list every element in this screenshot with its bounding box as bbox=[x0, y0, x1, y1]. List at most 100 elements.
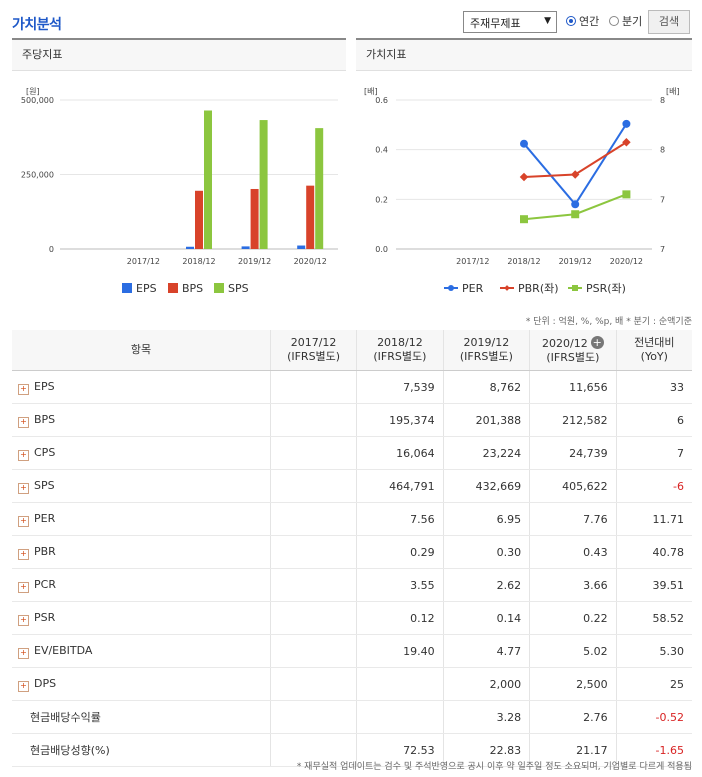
value-cell: 4.77 bbox=[442, 634, 530, 668]
table-row: + PBR 0.29 0.30 0.43 40.78 bbox=[12, 535, 692, 569]
value-cell bbox=[269, 568, 357, 602]
x-tick-label: 2019/12 bbox=[559, 257, 592, 266]
table-row: 현금배당성향(%) 72.53 22.83 21.17 -1.65 bbox=[12, 733, 692, 767]
value-analysis-table: 항목 2017/12 (IFRS별도) 2018/12 (IFRS별도) 2019/12(… bbox=[12, 330, 692, 767]
header-period: 2017/12 (IFRS별도) bbox=[269, 330, 357, 371]
data-point bbox=[570, 170, 580, 179]
panel-title: 가치지표 bbox=[356, 40, 692, 71]
value-cell bbox=[269, 601, 357, 635]
expand-row-icon[interactable]: + bbox=[18, 647, 29, 659]
bar-bps bbox=[250, 188, 259, 249]
unit-note: * 단위 : 억원, %, %p, 배 * 분기 : 순액기준 bbox=[525, 317, 692, 327]
y-tick-label-left: 0.2 bbox=[375, 195, 388, 204]
value-cell: 7.56 bbox=[356, 502, 444, 536]
row-label[interactable]: + PER bbox=[12, 502, 271, 536]
row-label[interactable]: + PBR bbox=[12, 535, 271, 569]
page-title: 가치분석 bbox=[12, 17, 62, 33]
header-period: 2019/12 (IFRS별도) bbox=[442, 330, 530, 371]
value-cell: 11,656 bbox=[529, 370, 617, 404]
row-label: 현금배당성향(%) bbox=[12, 733, 271, 767]
value-cell bbox=[269, 700, 357, 734]
expand-row-icon[interactable]: + bbox=[18, 449, 29, 461]
value-cell: 2.76 bbox=[529, 700, 617, 734]
value-cell: 16,064 bbox=[356, 436, 444, 470]
yoy-cell: 5.30 bbox=[615, 634, 692, 668]
legend-label: BPS bbox=[182, 282, 203, 295]
legend-marker bbox=[572, 285, 578, 291]
value-cell: 5.02 bbox=[529, 634, 617, 668]
value-cell: 0.43 bbox=[529, 535, 617, 569]
x-tick-label: 2017/12 bbox=[127, 257, 160, 266]
legend-label: PBR(좌) bbox=[518, 282, 559, 295]
search-button[interactable]: 검색 bbox=[648, 10, 690, 34]
value-cell: 21.17 bbox=[529, 733, 617, 767]
legend-swatch bbox=[122, 283, 132, 293]
row-label[interactable]: + SPS bbox=[12, 469, 271, 503]
expand-row-icon[interactable]: + bbox=[18, 548, 29, 560]
value-cell: 2,500 bbox=[529, 667, 617, 701]
y-tick-label-left: 0.0 bbox=[375, 245, 388, 254]
value-cell: 2.62 bbox=[442, 568, 530, 602]
expand-row-icon[interactable]: + bbox=[18, 614, 29, 626]
radio-unchecked-icon bbox=[609, 16, 619, 26]
y-tick-label: 500,000 bbox=[21, 96, 54, 105]
value-cell: 8,762 bbox=[442, 370, 530, 404]
expand-row-icon[interactable]: + bbox=[18, 680, 29, 692]
x-tick-label: 2018/12 bbox=[507, 257, 540, 266]
table-row: + SPS 464,791 432,669 405,622 -6 bbox=[12, 469, 692, 503]
radio-quarter[interactable]: 분기 bbox=[609, 13, 642, 29]
expand-row-icon[interactable]: + bbox=[18, 581, 29, 593]
expand-row-icon[interactable]: + bbox=[18, 383, 29, 395]
statement-type-select[interactable]: 주재무제표 ▼ bbox=[463, 11, 557, 33]
row-label[interactable]: + EV/EBITDA bbox=[12, 634, 271, 668]
row-label[interactable]: + EPS bbox=[12, 370, 271, 404]
x-tick-label: 2020/12 bbox=[610, 257, 643, 266]
expand-row-icon[interactable]: + bbox=[18, 482, 29, 494]
value-cell: 195,374 bbox=[356, 403, 444, 437]
radio-annual[interactable]: 연간 bbox=[566, 13, 599, 29]
expand-row-icon[interactable]: + bbox=[18, 515, 29, 527]
legend-marker bbox=[504, 285, 510, 291]
data-point bbox=[571, 200, 580, 209]
row-label: 현금배당수익률 bbox=[12, 700, 271, 734]
y-axis-unit-right: [배] bbox=[666, 87, 680, 96]
header-period: 전년대비 (YoY) bbox=[615, 330, 692, 371]
select-value: 주재무제표 bbox=[470, 17, 521, 30]
value-cell: 7.76 bbox=[529, 502, 617, 536]
value-cell: 405,622 bbox=[529, 469, 617, 503]
data-point bbox=[519, 172, 529, 182]
value-cell: 432,669 bbox=[442, 469, 530, 503]
value-cell: 0.12 bbox=[356, 601, 444, 635]
bar-eps bbox=[241, 246, 250, 249]
expand-columns-icon[interactable]: + bbox=[590, 335, 604, 349]
row-label[interactable]: + PSR bbox=[12, 601, 271, 635]
value-cell bbox=[269, 502, 357, 536]
row-label[interactable]: + PCR bbox=[12, 568, 271, 602]
y-tick-label-right: 8 bbox=[660, 146, 665, 155]
value-cell: 3.55 bbox=[356, 568, 444, 602]
row-label[interactable]: + BPS bbox=[12, 403, 271, 437]
bar-sps bbox=[259, 120, 268, 249]
row-label[interactable]: + CPS bbox=[12, 436, 271, 470]
value-cell bbox=[269, 370, 357, 404]
bar-bps bbox=[195, 190, 203, 249]
chevron-down-icon: ▼ bbox=[544, 16, 551, 26]
table-row: + EV/EBITDA 19.40 4.77 5.02 5.30 bbox=[12, 634, 692, 668]
table-row: + EPS 7,539 8,762 11,656 33 bbox=[12, 370, 692, 404]
x-tick-label: 2018/12 bbox=[182, 257, 215, 266]
legend-swatch bbox=[168, 283, 178, 293]
value-cell bbox=[269, 436, 357, 470]
data-point bbox=[622, 119, 631, 128]
expand-row-icon[interactable]: + bbox=[18, 416, 29, 428]
row-label[interactable]: + DPS bbox=[12, 667, 271, 701]
data-point bbox=[520, 139, 528, 148]
bar-sps bbox=[204, 110, 212, 249]
yoy-cell: 39.51 bbox=[615, 568, 692, 602]
legend-label: SPS bbox=[228, 282, 249, 295]
y-axis-unit: [원] bbox=[26, 87, 40, 96]
y-axis-unit-left: [배] bbox=[364, 87, 378, 96]
table-row: + PSR 0.12 0.14 0.22 58.52 bbox=[12, 601, 692, 635]
y-tick-label-right: 7 bbox=[660, 195, 665, 204]
value-cell bbox=[269, 667, 357, 701]
radio-checked-icon bbox=[566, 16, 576, 26]
